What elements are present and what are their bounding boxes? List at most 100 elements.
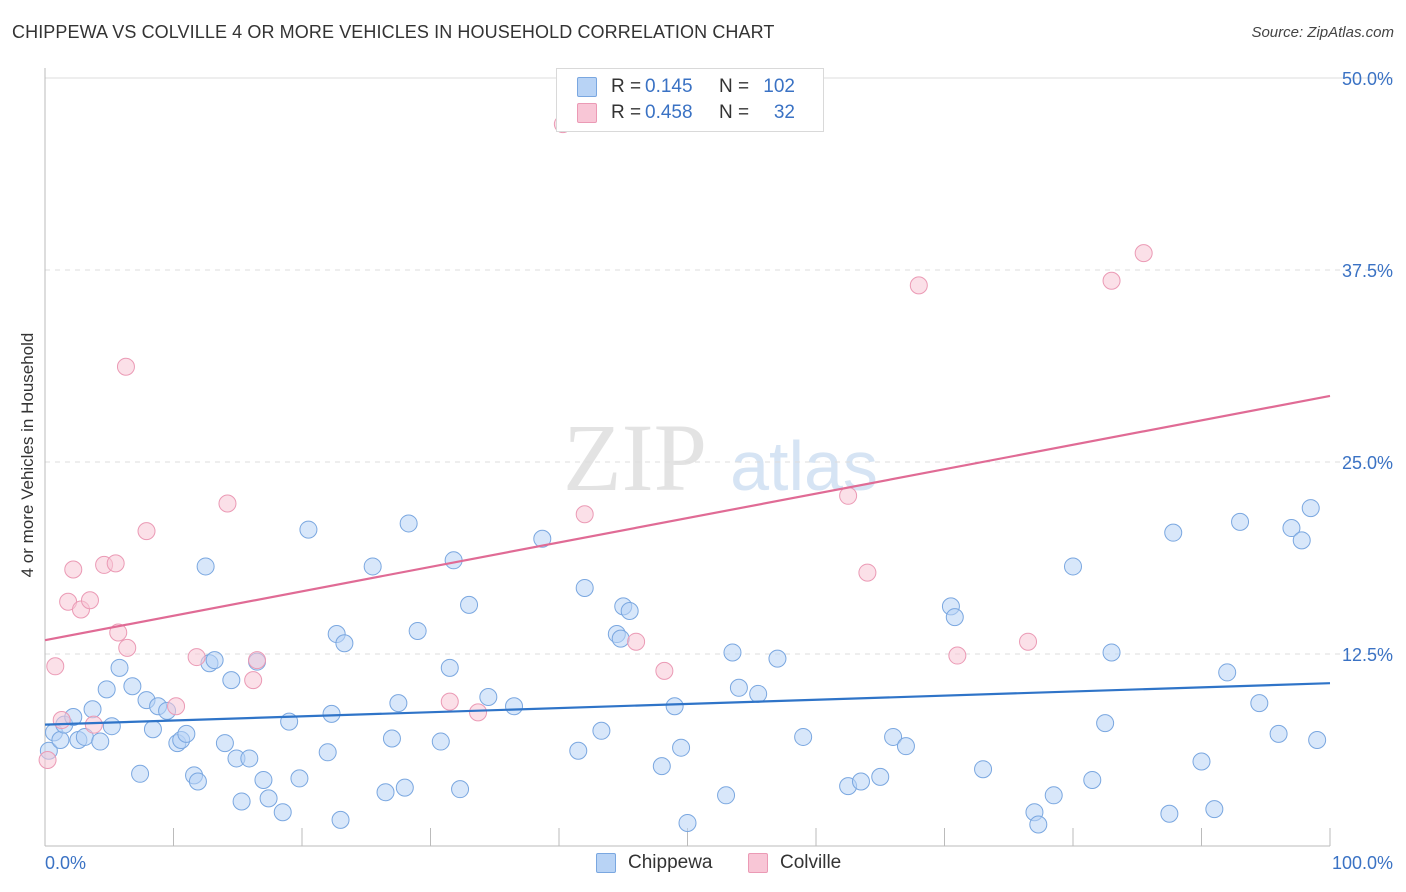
chippewa-swatch [596,853,616,873]
tick-labels: 12.5% 25.0% 37.5% 50.0% 0.0% 100.0% [45,69,1393,873]
chippewa-point [259,789,278,808]
chippewa-point [399,514,418,533]
chippewa-point [1083,770,1102,789]
x-tick-label: 100.0% [1332,853,1393,873]
gridlines [45,77,1393,655]
chippewa-point [215,734,234,753]
colville-point [52,711,71,730]
chippewa-point [569,741,588,760]
chippewa-point [290,769,309,788]
chippewa-point [1064,557,1082,576]
chippewa-point [1164,523,1183,542]
legend-chippewa-label: Chippewa [628,852,713,873]
chippewa-point [299,520,318,539]
source-label: Source: ZipAtlas.com [1251,24,1394,41]
chippewa-point [83,700,102,719]
chippewa-point [431,732,450,751]
chippewa-point [110,658,129,677]
x-tick-label: 0.0% [45,853,86,873]
chippewa-point [896,737,915,756]
colville-swatch [577,103,597,123]
chippewa-point [768,649,787,668]
chippewa-point [678,813,697,832]
chippewa-point [1231,512,1250,531]
colville-point [469,703,488,722]
trend-lines [44,394,1331,726]
chippewa-point [196,557,215,576]
chippewa-point [1192,752,1211,771]
legend-row-chippewa: R = 0.145 N = 102 [577,74,795,100]
chippewa-point [254,770,273,789]
chippewa-point [143,720,162,739]
chippewa-point [322,704,341,723]
chippewa-point [205,651,224,670]
chippewa-point [1029,815,1048,834]
chippewa-point [1102,643,1121,662]
chippewa-point [222,671,241,690]
chippewa-point [1096,714,1115,733]
chippewa-point [1218,663,1237,682]
chippewa-point [51,731,70,750]
chippewa-trend-line [44,682,1331,726]
chippewa-swatch [577,77,597,97]
r-value: 0.145 [645,76,693,97]
chart-title: CHIPPEWA VS COLVILLE 4 OR MORE VEHICLES … [12,22,775,42]
series-chippewa [39,499,1327,834]
r-label: R = [611,102,642,123]
chippewa-point [131,764,150,783]
y-tick-label: 12.5% [1342,645,1393,665]
chippewa-point [1205,800,1224,819]
colville-point [858,563,877,582]
chippewa-point [945,608,964,627]
chippewa-point [723,643,742,662]
series-colville [38,115,1153,769]
legend-item-chippewa[interactable]: Chippewa [596,852,713,874]
chippewa-point [575,578,594,597]
chippewa-point [1044,786,1063,805]
chippewa-point [592,721,611,740]
y-tick-label: 50.0% [1342,69,1393,89]
chippewa-point [652,757,671,776]
chippewa-point [1269,724,1288,743]
series-legend: Chippewa Colville [0,852,1406,878]
chippewa-point [505,697,524,716]
chippewa-point [102,717,121,736]
colville-swatch [748,853,768,873]
chippewa-point [717,786,736,805]
colville-point [655,661,674,680]
chippewa-point [331,810,350,829]
chippewa-point [794,727,813,746]
chippewa-point [851,772,870,791]
r-label: R = [611,76,642,97]
y-tick-label: 37.5% [1342,261,1393,281]
colville-point [627,632,646,651]
chippewa-point [335,634,354,653]
chippewa-point [611,629,630,648]
chippewa-point [91,732,110,751]
colville-point [118,638,137,657]
colville-point [1134,244,1153,263]
chippewa-point [240,749,259,768]
colville-point [46,657,65,676]
legend-row-colville: R = 0.458 N = 32 [577,100,795,126]
chippewa-point [1250,694,1269,713]
chippewa-point [620,601,639,620]
watermark: ZIP atlas [563,404,878,511]
colville-point [1102,271,1121,290]
colville-point [839,486,858,505]
chippewa-point [408,621,427,640]
colville-point [575,505,594,524]
n-value: 102 [763,76,795,97]
chippewa-point [382,729,401,748]
colville-point [106,554,125,573]
chippewa-point [389,694,408,713]
chippewa-point [395,778,414,797]
y-tick-label: 25.0% [1342,453,1393,473]
legend-colville-label: Colville [780,852,842,873]
legend-item-colville[interactable]: Colville [748,852,841,874]
colville-point [909,276,928,295]
chippewa-point [1292,531,1311,550]
colville-point [187,648,206,667]
colville-point [80,591,99,610]
colville-point [248,651,267,670]
